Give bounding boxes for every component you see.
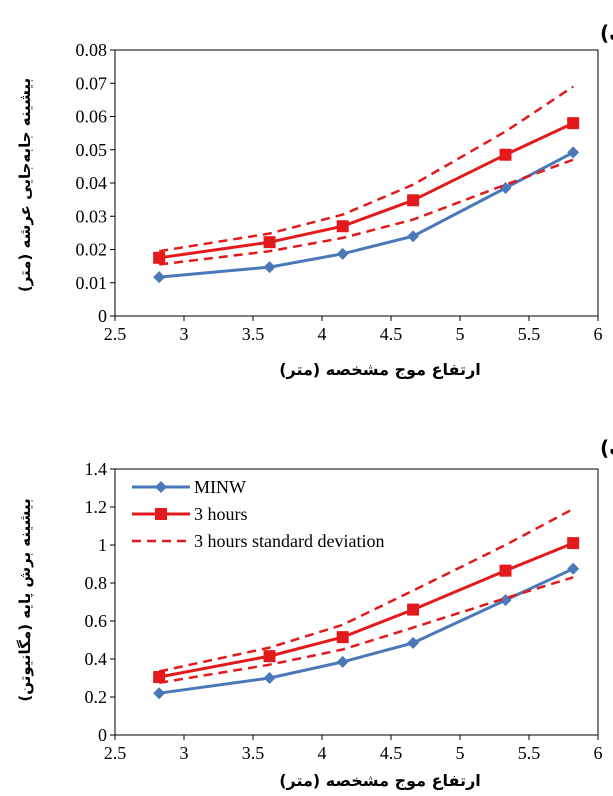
panel-b-x-tick-label: 4.5	[380, 743, 403, 763]
panel-a-y-tick-label: 0.05	[76, 140, 108, 160]
panel-b-y-tick-label: 0.8	[85, 573, 108, 593]
panel-a-x-tick-label: 3	[180, 324, 189, 344]
panel-b-series-point-1	[567, 537, 580, 550]
panel-b-series-line-0	[158, 567, 574, 695]
panel-b-label: (ب)	[600, 436, 613, 460]
legend-swatch-marker-0	[155, 481, 167, 493]
panel-b-series-point-0	[336, 655, 349, 668]
panel-b-series-point-1	[407, 603, 420, 616]
panel-b-plot-content: 2.5 3 3.5 4 4.5 5 5.5 6 0 0.2 0.4 0.6 0.8 1 1.2 1.4	[85, 459, 603, 763]
panel-a-x-tick-label: 3.5	[242, 324, 265, 344]
panel-a-series-point-0	[153, 271, 166, 284]
panel-b-x-tick-label: 3	[180, 743, 189, 763]
panel-a-series-line-0	[159, 151, 574, 279]
panel-b-y-tick-label: 0.6	[85, 611, 108, 631]
panel-b-series-point-1	[336, 631, 349, 644]
panel-a-x-tick-label: 4	[318, 324, 327, 344]
panel-a-y-tick-label: 0.01	[76, 273, 108, 293]
panel-a-x-axis-label: ارتفاع موج مشخصه (متر)	[279, 360, 481, 379]
panel-b-plot-frame	[114, 468, 599, 736]
panel-a-series-line-1	[158, 121, 574, 260]
panel-b-x-tick-label: 2.5	[104, 743, 127, 763]
panel-b-x-axis-label: ارتفاع موج مشخصه (متر)	[279, 771, 481, 790]
panel-b-series-point-0	[153, 687, 166, 700]
panel-a-series-line-3	[159, 158, 574, 266]
panel-b-series-line-1	[158, 541, 574, 679]
panel-a-series-point-1	[567, 117, 580, 130]
chart-panel-a: (الف) بیشینه جابه‌جایی عرشه (متر) ارتفاع…	[16, 21, 613, 379]
panel-b-y-tick-label: 0	[98, 725, 107, 745]
panel-a-x-tick-label: 4.5	[380, 324, 403, 344]
panel-a-series-point-0	[263, 261, 276, 274]
panel-a-series-point-1	[499, 148, 512, 161]
panel-b-y-axis-label: بیشینه برش پایه (مگانیوتن)	[16, 498, 35, 701]
panel-b-x-tick-label: 6	[594, 743, 603, 763]
panel-b-series-point-1	[499, 564, 512, 577]
panel-b-series-point-0	[263, 672, 276, 684]
panel-a-plot-frame	[114, 49, 599, 317]
panel-a-plot-content: 2.5 3 3.5 4 4.5 5 5.5 6 0 0.01 0.02 0.03 0.04 0.05 0.0…	[76, 40, 603, 344]
panel-b-y-tick-label: 1.4	[85, 459, 108, 479]
panel-a-x-tick-label: 2.5	[104, 324, 127, 344]
panel-b-series-line-3	[158, 576, 574, 685]
chart-panel-b: (ب) بیشینه برش پایه (مگانیوتن) ارتفاع مو…	[16, 436, 613, 790]
legend-entry-label: MINW	[194, 477, 246, 497]
panel-a-x-tick-label: 5.5	[518, 324, 541, 344]
panel-b-x-tick-label: 5.5	[518, 743, 541, 763]
legend-entry-label: 3 hours standard deviation	[194, 531, 384, 551]
panel-a-series-point-0	[499, 181, 512, 194]
panel-a-series-point-0	[407, 230, 420, 243]
panel-b-y-tick-label: 0.4	[85, 649, 108, 669]
panel-b-x-tick-label: 3.5	[242, 743, 265, 763]
panel-a-y-tick-label: 0.07	[76, 73, 108, 93]
panel-a-y-tick-label: 0.02	[76, 240, 108, 260]
panel-a-y-tick-label: 0.04	[76, 173, 108, 193]
panel-b-series-point-0	[407, 636, 420, 649]
panel-b-y-tick-label: 1	[98, 535, 107, 555]
panel-a-y-axis-label: بیشینه جابه‌جایی عرشه (متر)	[16, 78, 34, 292]
panel-a-series-point-0	[567, 146, 580, 159]
panel-a-y-tick-label: 0	[98, 306, 107, 326]
panel-a-y-tick-label: 0.03	[76, 206, 108, 226]
panel-a-series-line-2	[159, 85, 574, 253]
panel-b-series-point-1	[153, 671, 166, 684]
panel-b-x-tick-label: 4	[318, 743, 327, 763]
panel-a-series-point-1	[407, 194, 420, 207]
legend-swatch-marker-1	[155, 508, 167, 520]
panel-a-y-tick-label: 0.06	[76, 107, 108, 127]
panel-a-series-point-1	[153, 251, 166, 264]
panel-b-series-line-2	[158, 507, 574, 673]
panel-a-label: (الف)	[600, 21, 613, 45]
panel-b-series-point-1	[263, 650, 276, 663]
panel-a-y-tick-label: 0.08	[76, 40, 108, 60]
legend-entry-label: 3 hours	[194, 504, 248, 524]
panel-b-y-tick-label: 1.2	[85, 497, 108, 517]
panel-a-series-point-0	[336, 247, 349, 260]
panel-b-x-tick-label: 5	[456, 743, 465, 763]
panel-a-x-tick-label: 6	[594, 324, 603, 344]
panel-b-series-point-0	[567, 562, 580, 575]
panel-a-x-tick-label: 5	[456, 324, 465, 344]
panel-a-series-point-1	[336, 220, 349, 233]
panel-b-y-tick-label: 0.2	[85, 687, 108, 707]
panel-a-series-point-1	[263, 236, 276, 249]
panel-b-legend: MINW 3 hours 3 hours standard deviation	[132, 477, 384, 551]
